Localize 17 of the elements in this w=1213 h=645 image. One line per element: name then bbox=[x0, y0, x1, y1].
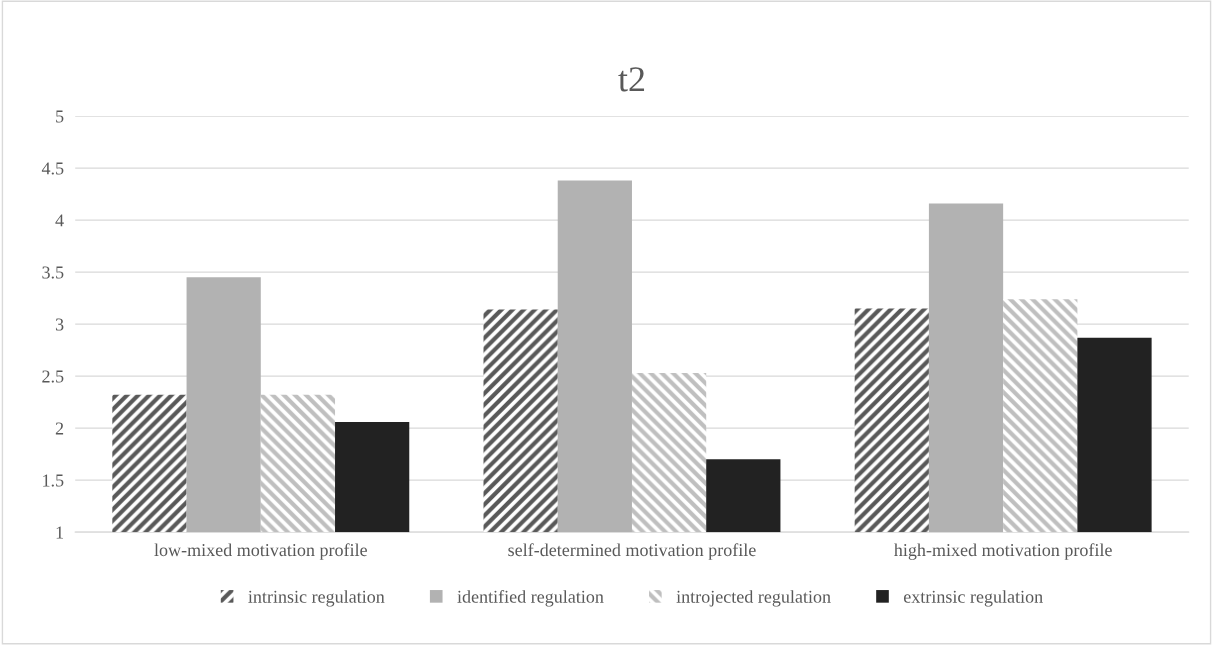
y-tick-label: 2 bbox=[55, 422, 64, 435]
legend-label: introjected regulation bbox=[676, 590, 831, 607]
x-tick-label: high-mixed motivation profile bbox=[894, 543, 1112, 560]
legend-label: intrinsic regulation bbox=[248, 590, 385, 607]
y-tick-label: 2.5 bbox=[42, 370, 64, 383]
x-tick-label: low-mixed motivation profile bbox=[154, 543, 367, 560]
y-tick-label: 3 bbox=[55, 318, 64, 331]
y-tick-label: 5 bbox=[56, 110, 64, 123]
y-tick-label: 1 bbox=[56, 526, 64, 539]
chart-title: t2 bbox=[618, 67, 645, 92]
y-tick-label: 3.5 bbox=[42, 266, 64, 279]
x-tick-label: self-determined motivation profile bbox=[508, 543, 756, 560]
y-tick-label: 1.5 bbox=[43, 474, 64, 487]
legend-label: extrinsic regulation bbox=[903, 590, 1043, 607]
y-tick-label: 4 bbox=[55, 214, 64, 227]
legend-label: identified regulation bbox=[457, 589, 604, 607]
y-tick-label: 4.5 bbox=[41, 162, 64, 175]
